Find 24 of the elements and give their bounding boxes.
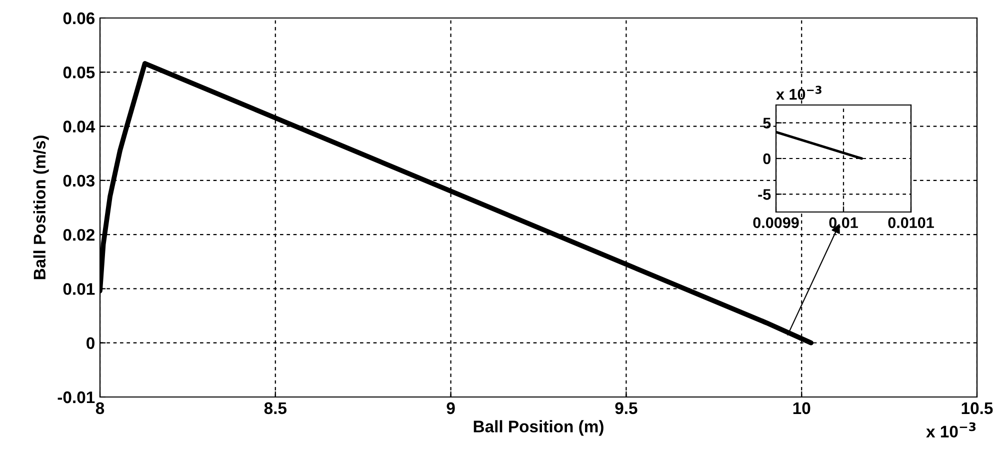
x-tick-label: 10	[793, 402, 810, 414]
y-tick-label: -5	[758, 189, 771, 200]
x-tick-label: 0.01	[829, 217, 858, 228]
y-tick-label: -0.01	[58, 391, 95, 404]
y-tick-label: 0.03	[63, 174, 95, 187]
y-tick-label: 0	[763, 153, 771, 164]
x-tick-label: 9	[446, 402, 455, 414]
x-tick-label: 10.5	[962, 402, 993, 414]
annotation: x 10$^{−3}$	[776, 86, 822, 100]
y-tick-label: 0	[86, 337, 94, 350]
x-tick-label: 9.5	[615, 402, 638, 414]
y-tick-label: 0.04	[63, 120, 96, 132]
x-axis-title: Ball Position (m)	[474, 420, 604, 436]
x-tick-label: 0.0101	[888, 217, 934, 228]
x-tick-label: 8	[96, 402, 104, 414]
y-tick-label: 0.02	[63, 228, 94, 241]
y-tick-label: 0.05	[63, 66, 95, 78]
y-tick-label: 5	[763, 118, 771, 129]
y-tick-label: 0.01	[63, 283, 95, 295]
text: x 10$^{−3}$	[926, 422, 976, 438]
x-tick-label: 0.0099	[753, 217, 799, 228]
y-axis-title: Ball Position (m/s)	[33, 136, 49, 280]
y-tick-label: 0.06	[63, 12, 95, 24]
x-tick-label: 8.5	[264, 402, 287, 414]
